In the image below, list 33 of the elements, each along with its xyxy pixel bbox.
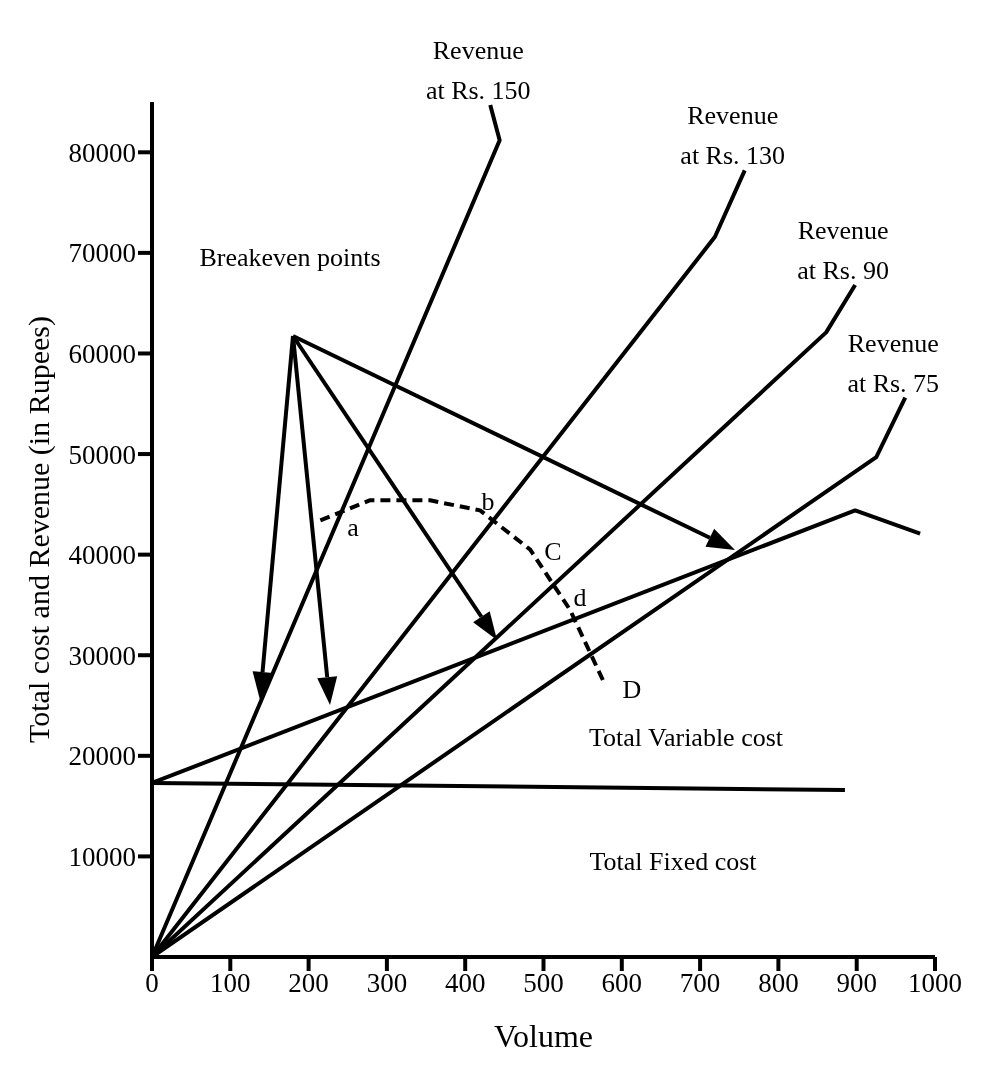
x-tick-label: 0 [145, 968, 159, 999]
y-tick-label: 30000 [68, 640, 136, 671]
series-label: Revenue at Rs. 150 [425, 36, 531, 106]
x-tick-label: 400 [444, 968, 486, 999]
y-tick-label: 80000 [68, 137, 136, 168]
x-tick-label: 200 [288, 968, 329, 999]
x-tick-label: 1000 [908, 968, 962, 999]
series-label: Revenue at Rs. 75 [847, 328, 940, 398]
x-tick-label: 800 [758, 968, 799, 999]
x-tick-label: 300 [366, 968, 408, 999]
y-tick-label: 40000 [68, 540, 136, 571]
y-tick-label: 50000 [68, 439, 136, 470]
annotation: a [347, 513, 360, 542]
annotation: C [544, 537, 562, 566]
x-axis-title: Volume [494, 1018, 593, 1054]
x-tick-label: 900 [836, 968, 877, 999]
annotation: D [622, 675, 642, 704]
x-tick-label: 700 [679, 968, 721, 999]
y-tick-label: 10000 [68, 842, 136, 872]
x-tick-label: 100 [210, 968, 251, 999]
y-tick-label: 20000 [68, 741, 136, 772]
x-tick-label: 600 [601, 968, 643, 999]
x-tick-label: 500 [523, 968, 564, 999]
y-axis-title: Total cost and Revenue (in Rupees) [21, 316, 56, 743]
annotation: d [573, 583, 587, 612]
annotation: Breakeven points [199, 243, 381, 272]
series-label: Revenue at Rs. 130 [680, 101, 786, 171]
y-tick-label: 60000 [68, 339, 136, 370]
y-tick-label: 70000 [68, 238, 136, 269]
annotation: Total Fixed cost [589, 847, 758, 876]
annotation: Total Variable cost [588, 723, 784, 752]
annotation: b [481, 487, 495, 516]
series-label: Revenue at Rs. 90 [797, 216, 889, 286]
